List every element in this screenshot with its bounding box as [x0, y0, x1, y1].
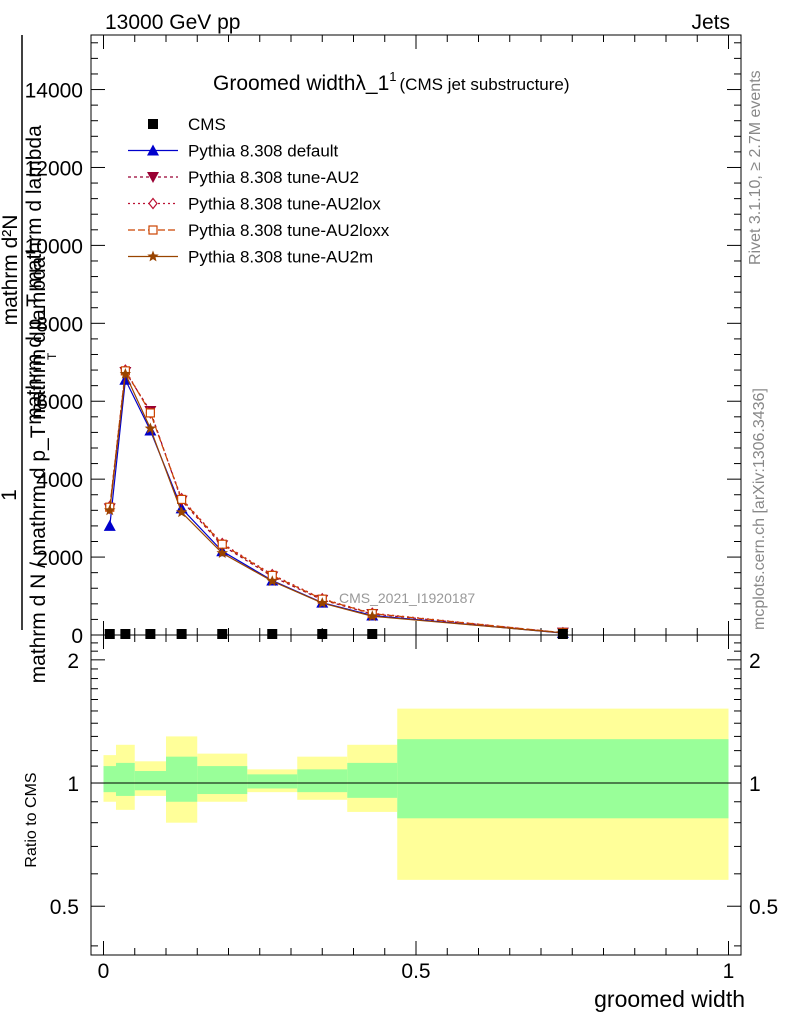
cms-data-point [176, 629, 187, 639]
legend-marker [148, 119, 158, 129]
legend-marker [147, 144, 159, 156]
legend-marker [148, 197, 158, 210]
ratio-y-tick-label-right: 2 [749, 650, 761, 673]
main-y-axis-label: mathrm d²N mathrm d p_T mathrm d lambda … [0, 35, 59, 683]
y-tick-label: 0 [71, 625, 83, 648]
series-point [316, 597, 328, 608]
ratio-y-tick-label-right: 0.5 [749, 896, 778, 919]
legend-label: Pythia 8.308 tune-AU2loxx [188, 221, 390, 240]
y-label-denominator: mathrm d N / mathrm d p_T mathrm d lambd… [27, 256, 50, 683]
cms-data-point [557, 629, 568, 639]
mcplots-label: mcplots.cern.ch [arXiv:1306.3436] [751, 388, 768, 630]
series-point [104, 504, 116, 516]
y-tick-label: 2000 [36, 547, 83, 570]
main-series [103, 364, 569, 639]
legend-label: Pythia 8.308 tune-AU2m [188, 248, 373, 267]
series-point [103, 519, 116, 531]
cms-data-point [104, 629, 115, 639]
chart-title: Groomed widthλ_11 (CMS jet substructure) [213, 69, 570, 95]
series-line [109, 371, 563, 634]
legend-label: CMS [188, 115, 226, 134]
category-label: Jets [691, 11, 730, 34]
legend-marker [147, 250, 159, 262]
cms-data-point [367, 629, 378, 639]
y-label-numerator: 1 [0, 489, 21, 501]
legend-marker [147, 172, 159, 183]
x-axis-label: groomed width [594, 986, 745, 1012]
inner-band-bin [397, 739, 729, 819]
ratio-y-tick-label-right: 1 [749, 773, 761, 796]
main-ticks: 0 2000 4000 6000 8000 10000 12000 14000 [25, 35, 741, 648]
y-tick-label: 6000 [36, 391, 83, 414]
main-panel: 0 2000 4000 6000 8000 10000 12000 14000 Groomed… [25, 34, 742, 648]
inner-band-bin [347, 762, 398, 798]
ratio-y-tick-label: 0.5 [50, 896, 79, 919]
x-tick-label: 0.5 [401, 960, 430, 983]
inner-band-bin [297, 769, 348, 793]
analysis-label: CMS_2021_I1920187 [339, 590, 475, 606]
inner-band-bin [166, 756, 198, 802]
ratio-y-tick-label: 2 [67, 650, 79, 673]
series-point [216, 547, 228, 558]
ratio-y-label: Ratio to CMS [23, 772, 40, 867]
ratio-panel: 0.5 0.5 1 1 2 2 0 0.5 1 Ratio to CMS groomed wid… [23, 634, 778, 1012]
x-tick-label: 1 [723, 960, 735, 983]
chart-title-main: Groomed widthλ_1 [213, 72, 389, 95]
cms-data-point [317, 629, 328, 639]
y-label-line2: mathrm d p_T mathrm d lambda [23, 125, 46, 425]
y-tick-label: 4000 [36, 469, 83, 492]
legend-label: Pythia 8.308 default [188, 142, 339, 161]
inner-band-bin [247, 774, 298, 789]
y-label-sub: T [45, 352, 59, 360]
inner-band-bin [116, 762, 135, 796]
series-point [177, 494, 187, 505]
series-point [144, 422, 157, 434]
legend-label: Pythia 8.308 tune-AU2 [188, 168, 359, 187]
inner-band-bin [134, 771, 166, 791]
series-point [119, 368, 132, 379]
y-label-line1: mathrm d²N [0, 215, 22, 326]
cms-data-point [120, 629, 131, 639]
y-tick-label: 8000 [36, 313, 83, 336]
cms-data-point [145, 629, 156, 639]
series-point [266, 575, 278, 587]
cms-data-point [217, 629, 228, 639]
ratio-y-tick-label: 1 [67, 773, 79, 796]
x-tick-label: 0 [98, 960, 110, 983]
series-point [366, 610, 378, 622]
series-point [217, 539, 227, 549]
y-tick-label: 12000 [25, 157, 83, 180]
series-line [109, 377, 563, 634]
cms-data-point [267, 629, 278, 639]
ratio-ticks: 0.5 0.5 1 1 2 2 0 0.5 1 [50, 635, 778, 983]
series-line [109, 368, 563, 634]
chart-title-superscript: 1 [389, 69, 396, 84]
energy-label: 13000 GeV pp [105, 11, 240, 34]
ratio-bands [91, 708, 741, 880]
rivet-label: Rivet 3.1.10, ≥ 2.7M events [747, 70, 764, 265]
chart-subtitle: (CMS jet substructure) [400, 75, 570, 94]
legend: CMS Pythia 8.308 default Pythia 8.308 tune… [128, 115, 390, 267]
inner-band-bin [197, 766, 248, 795]
y-tick-label: 14000 [25, 80, 83, 103]
legend-marker [148, 225, 158, 235]
inner-band-bin [103, 766, 116, 793]
series-point [145, 408, 155, 418]
series-point [175, 506, 188, 518]
y-tick-label: 10000 [25, 235, 83, 258]
legend-label: Pythia 8.308 tune-AU2lox [188, 195, 381, 214]
